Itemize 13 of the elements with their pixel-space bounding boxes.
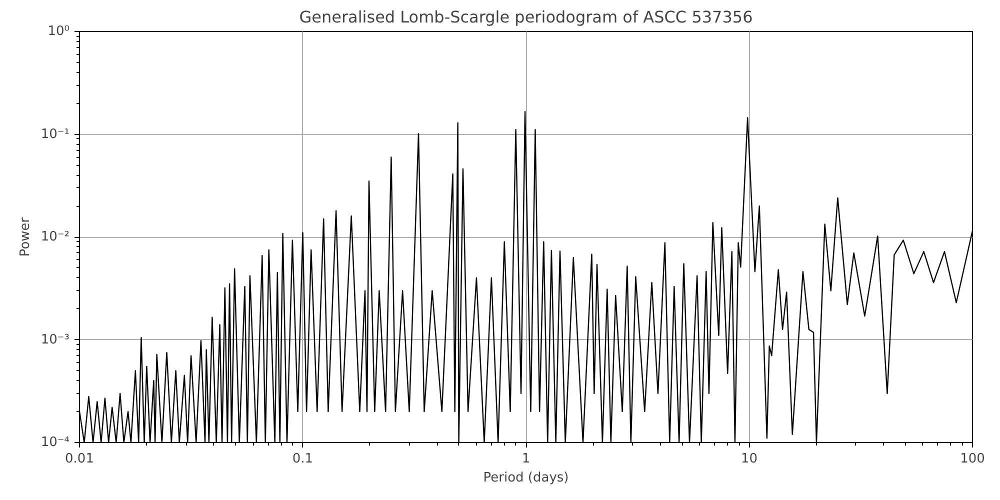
- x-tick-label: 1: [522, 452, 530, 466]
- x-tick-label: 10: [740, 452, 758, 466]
- x-tick-label: 100: [960, 452, 985, 466]
- y-tick-label: 10⁻¹: [40, 126, 70, 142]
- y-axis-title: Power: [18, 216, 33, 257]
- x-tick-label: 0.1: [292, 452, 314, 466]
- x-tick-label: 0.01: [65, 452, 94, 466]
- y-tick-label: 10⁰: [48, 24, 70, 39]
- x-axis-title: Period (days): [483, 470, 569, 486]
- y-tick-label: 10⁻⁴: [40, 435, 70, 450]
- chart-title: Generalised Lomb-Scargle periodogram of ASCC 537356: [299, 8, 753, 26]
- y-tick-label: 10⁻²: [40, 230, 70, 244]
- y-tick-label: 10⁻³: [40, 332, 70, 348]
